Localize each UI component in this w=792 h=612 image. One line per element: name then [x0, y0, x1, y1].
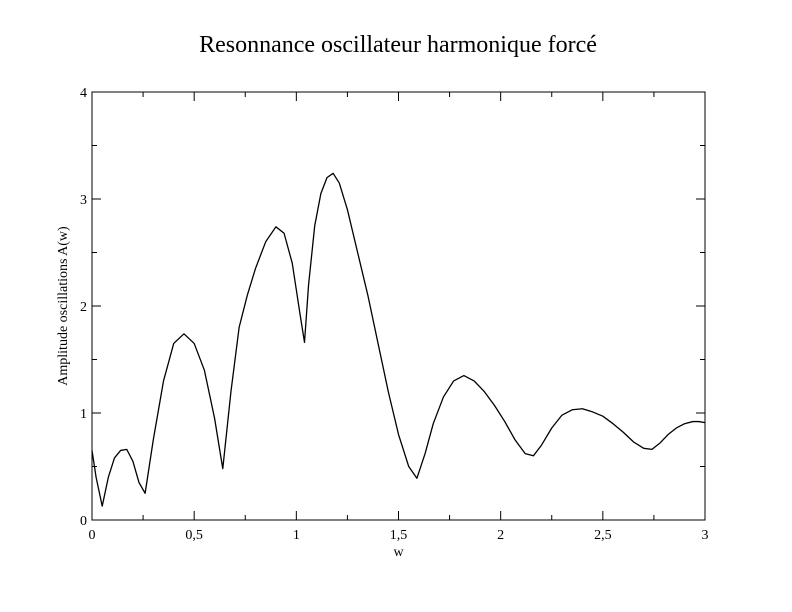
- x-tick-label: 2,5: [594, 528, 612, 543]
- y-tick-label: 4: [80, 86, 87, 101]
- x-axis-label: w: [393, 545, 404, 560]
- x-tick-label: 2: [497, 528, 504, 543]
- x-tick-label: 1: [293, 528, 300, 543]
- y-tick-label: 2: [80, 300, 87, 315]
- series-line: [91, 172, 706, 507]
- y-tick-label: 0: [80, 514, 87, 529]
- plot-frame: [91, 91, 706, 521]
- y-tick-label: 3: [80, 193, 87, 208]
- chart-title: Resonnance oscillateur harmonique forcé: [199, 32, 597, 58]
- x-tick-label: 3: [702, 528, 709, 543]
- y-tick-label: 1: [80, 407, 87, 422]
- y-axis-label: Amplitude oscillations A(w): [56, 226, 71, 386]
- x-tick-label: 0: [89, 528, 96, 543]
- x-tick-label: 1,5: [390, 528, 408, 543]
- x-tick-label: 0,5: [185, 528, 203, 543]
- axis-ticks: 0 0,5 1 1,5 2 2,5 3 0 1 2 3 4: [80, 86, 709, 543]
